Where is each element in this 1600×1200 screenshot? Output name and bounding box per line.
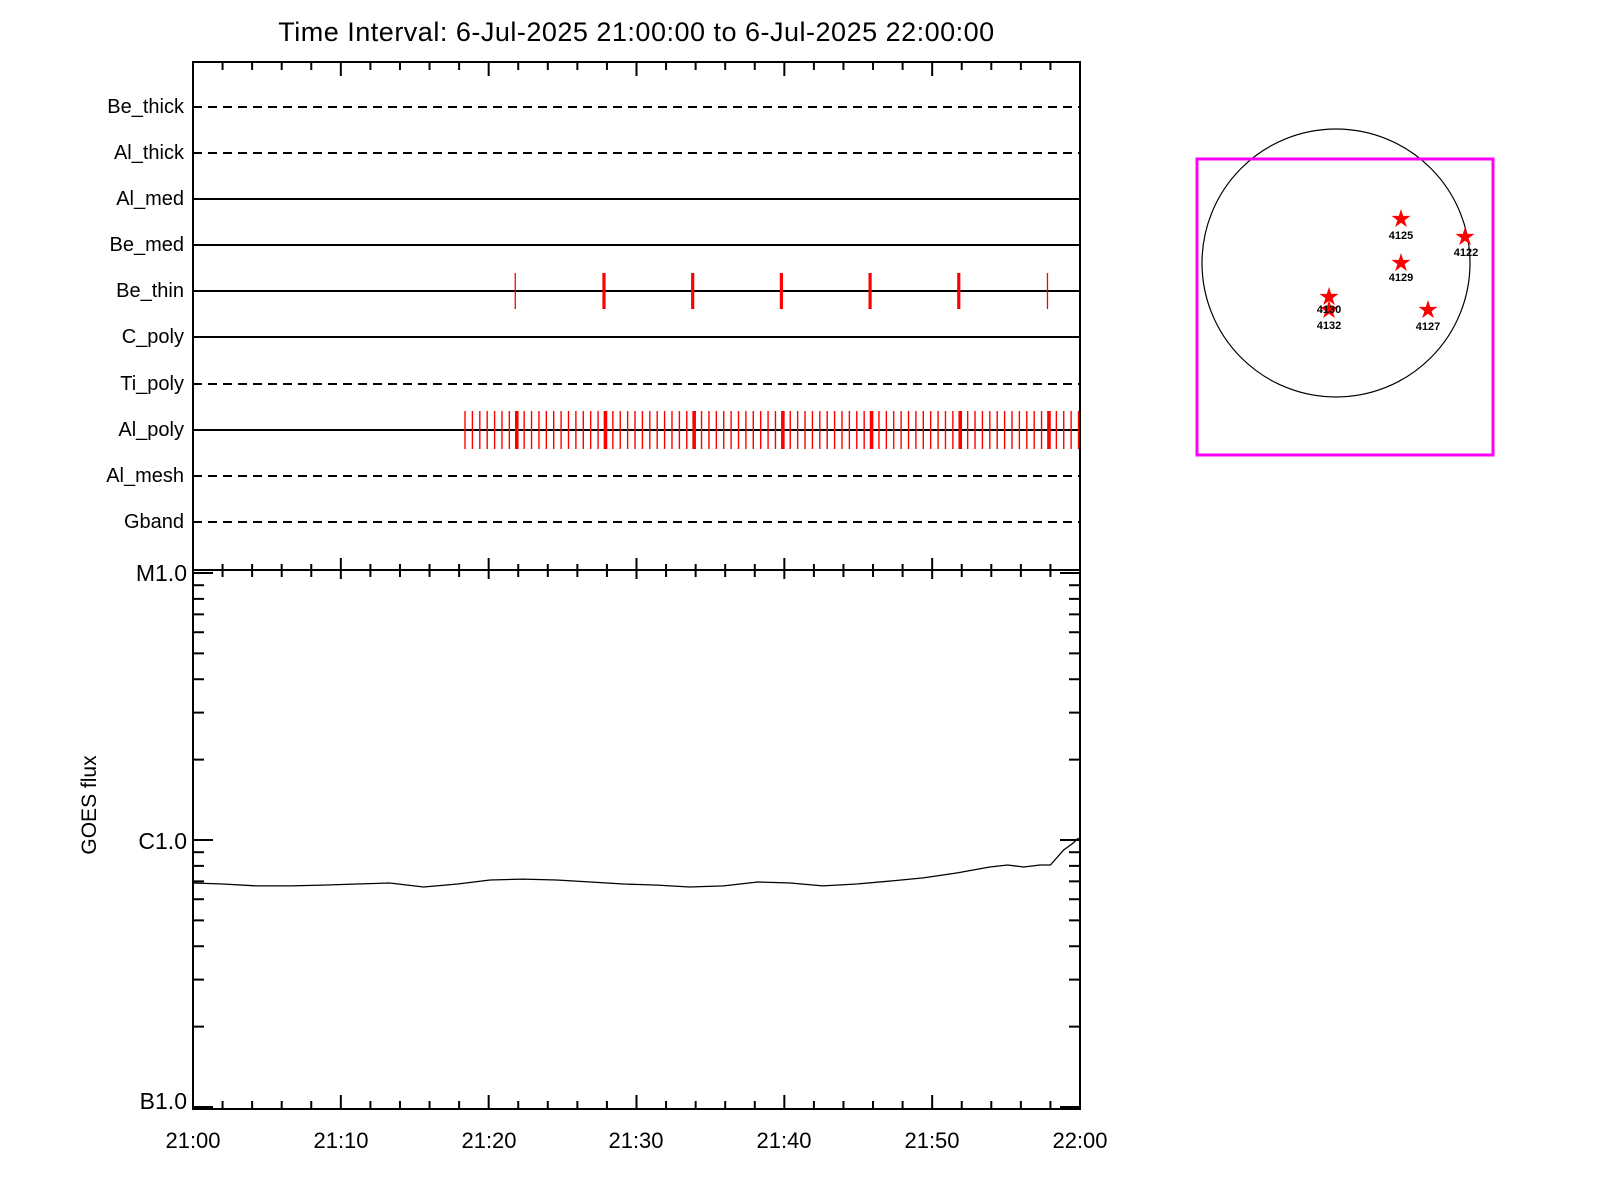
solar-disk-limb — [1201, 128, 1471, 398]
xtick-2200: 22:00 — [1052, 1128, 1108, 1153]
filter-label-al-mesh: Al_mesh — [106, 465, 184, 487]
ar-label-4125: 4125 — [1388, 230, 1414, 242]
filter-label-al-thick: Al_thick — [113, 142, 184, 164]
ar-label-4127: 4127 — [1415, 321, 1441, 333]
ar-star-4125 — [1391, 209, 1411, 228]
xtick-2140: 21:40 — [756, 1128, 812, 1153]
xtick-2130: 21:30 — [608, 1128, 664, 1153]
filter-label-gband: Gband — [123, 511, 184, 533]
filter-label-ti-poly: Ti_poly — [120, 373, 184, 395]
goes-ytick-c1: C1.0 — [138, 828, 187, 854]
exposure-ticks-Al_poly — [464, 411, 1080, 449]
goes-ytick-m1: M1.0 — [135, 560, 187, 586]
goes-panel-border — [192, 569, 1081, 1110]
ar-label-4132: 4132 — [1316, 320, 1342, 332]
filter-label-al-poly: Al_poly — [118, 419, 184, 441]
ar-star-4130 — [1319, 287, 1339, 306]
plot-title: Time Interval: 6-Jul-2025 21:00:00 to 6-… — [278, 17, 995, 47]
xtick-2110: 21:10 — [313, 1128, 369, 1153]
fov-box — [1195, 157, 1495, 457]
ar-label-4130: 4130 — [1316, 304, 1342, 316]
filter-label-be-thick: Be_thick — [107, 96, 184, 118]
filter-label-be-med: Be_med — [109, 234, 185, 256]
filter-label-c-poly: C_poly — [121, 326, 184, 348]
exposure-ticks-Be_thin — [514, 273, 1049, 309]
goes-flux-curve — [192, 837, 1079, 888]
ar-label-4122: 4122 — [1453, 247, 1479, 259]
filter-label-be-thin: Be_thin — [116, 280, 184, 302]
ar-star-4129 — [1391, 253, 1411, 272]
time-axis-ticks — [192, 62, 1081, 1109]
goes-ytick-b1: B1.0 — [139, 1088, 187, 1114]
ar-label-4129: 4129 — [1388, 272, 1414, 284]
goes-log-ticks — [193, 572, 1080, 1108]
ar-star-4132 — [1319, 300, 1339, 319]
filter-label-al-med: Al_med — [116, 188, 184, 210]
ar-star-4127 — [1418, 300, 1438, 319]
xtick-2150: 21:50 — [904, 1128, 960, 1153]
xtick-2120: 21:20 — [461, 1128, 517, 1153]
ar-star-4122 — [1455, 227, 1475, 246]
goes-y-axis-label: GOES flux — [78, 755, 101, 855]
filter-panel-border — [192, 61, 1081, 571]
xtick-2100: 21:00 — [165, 1128, 221, 1153]
